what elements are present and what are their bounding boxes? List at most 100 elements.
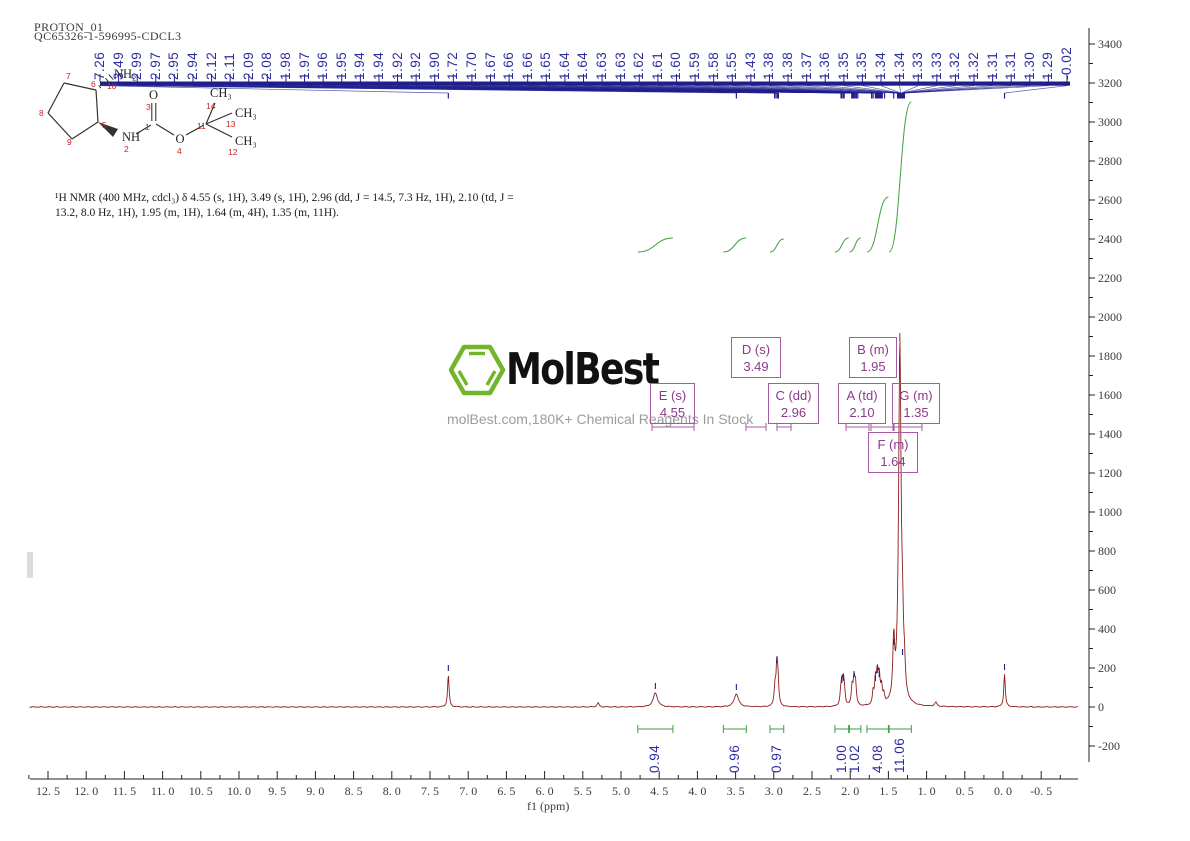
multiplet-label: E (s) [658,388,687,403]
x-axis-tick-label: 8. 0 [382,784,401,798]
multiplet-box-F: F (m) 1.64 [868,432,918,473]
x-axis-tick-label: -0. 5 [1030,784,1053,798]
multiplet-shift: 1.64 [880,454,906,469]
peak-pick-label: 1.64 [556,51,572,80]
x-axis-tick-label: 9. 0 [306,784,325,798]
logo-tagline: molBest.com,180K+ Chemical Reagents In S… [447,411,754,427]
y-axis-tick-label: 3000 [1098,114,1122,129]
x-axis-tick-label: 4. 0 [688,784,707,798]
x-axis-tick-label: 12. 0 [74,784,99,798]
peak-pick-label: 1.92 [389,51,405,80]
x-axis-tick-label: 3. 5 [726,784,745,798]
y-axis-tick-label: 2200 [1098,270,1122,285]
peak-pick-label: -0.02 [1058,46,1074,80]
peak-pick-label: 1.96 [315,51,331,80]
atom-label: O [175,132,184,146]
x-axis-tick-label: 0. 5 [955,784,974,798]
y-axis-tick-label: 600 [1098,582,1116,597]
peak-pick-label: 1.36 [817,51,833,80]
y-axis-tick-label: 1200 [1098,465,1122,480]
peak-pick-label: 1.60 [668,51,684,80]
peak-pick-label: 1.63 [594,51,610,80]
peak-pick-label: 1.31 [984,51,1000,80]
peak-pick-label: 1.35 [854,51,870,80]
atom-label: CH₃ [235,134,257,148]
peak-pick-label: 1.90 [426,51,442,80]
y-axis-tick-label: 1400 [1098,426,1122,441]
multiplet-label: A (td) [846,388,878,403]
multiplet-shift: 4.55 [659,405,686,420]
multiplet-box-E: E (s) 4.55 [650,383,695,424]
atom-number: 12 [228,147,238,157]
y-axis-tick-label: 3400 [1098,36,1122,51]
x-axis-tick-label: 10. 0 [227,784,251,798]
multiplet-label: D (s) [741,342,771,357]
x-axis-tick-label: 5. 5 [573,784,592,798]
sample-id: QC65326-1-596995-CDCL3 [34,29,182,43]
atom-number: 11 [197,121,206,131]
multiplet-label: G (m) [899,388,933,403]
assignment-text-line2: 13.2, 8.0 Hz, 1H), 1.95 (m, 1H), 1.64 (m… [55,207,339,219]
peak-pick-label: 1.37 [798,51,814,80]
peak-pick-label: 1.34 [873,51,889,80]
atom-label: NH [122,130,140,144]
multiplet-box-A: A (td) 2.10 [838,383,886,424]
x-axis-tick-label: 7. 5 [421,784,439,798]
y-axis-tick-label: 2400 [1098,231,1122,246]
atom-number: 2 [124,144,129,154]
x-axis-tick-label: 0. 0 [994,784,1012,798]
peak-pick-label: 1.66 [519,51,535,80]
peak-pick-label: 1.33 [928,51,944,80]
peak-pick-label: 1.32 [966,51,981,80]
multiplet-shift: 1.35 [903,405,929,420]
y-axis-tick-label: 1800 [1098,348,1122,363]
peak-pick-label: 1.34 [891,51,907,80]
multiplet-box-G: G (m) 1.35 [892,383,940,424]
peak-pick-label: 1.58 [705,51,721,80]
integral-value: 0.96 [726,744,742,773]
atom-number: 14 [206,101,216,111]
peak-pick-label: 1.95 [333,51,349,80]
peak-pick-label: 1.38 [780,51,796,80]
peak-pick-label: 1.70 [463,51,479,80]
y-axis-tick-label: 1600 [1098,387,1122,402]
x-axis-tick-label: 1. 0 [917,784,936,798]
atom-number: 4 [177,146,182,156]
y-axis-tick-label: 3200 [1098,75,1122,90]
atom-label: NH₂ [114,67,136,81]
y-axis-tick-label: 0 [1098,699,1104,714]
x-axis-tick-label: 11. 5 [112,784,137,798]
x-axis-tick-label: 3. 0 [764,784,783,798]
peak-pick-label: 1.72 [445,51,461,80]
logo-wordmark: MolBest [506,344,660,395]
peak-pick-label: 1.55 [724,51,740,80]
peak-pick-label: 1.65 [538,51,554,80]
peak-pick-label: 1.61 [649,51,665,80]
y-axis-tick-label: -200 [1098,738,1120,753]
peak-pick-label: 1.29 [1040,51,1056,80]
peak-pick-label: 1.35 [835,51,851,80]
y-axis-tick-label: 400 [1098,621,1116,636]
x-axis-title: f1 (ppm) [527,799,570,813]
multiplet-label: B (m) [857,342,889,357]
multiplet-box-C: C (dd) 2.96 [768,383,819,424]
peak-pick-label: 1.38 [761,51,777,80]
peak-pick-label: 1.31 [1003,51,1019,80]
x-axis-tick-label: 8. 5 [344,784,363,798]
y-axis-tick-label: 800 [1098,543,1116,558]
multiplet-box-D: D (s) 3.49 [731,337,781,378]
x-axis-tick-label: 1. 5 [879,784,898,798]
peak-pick-label: 1.97 [296,51,312,80]
y-axis-tick-label: 2800 [1098,153,1122,168]
peak-pick-label: 1.94 [352,51,368,80]
integral-value: 11.06 [892,737,908,773]
assignment-text-line1: ¹H NMR (400 MHz, cdcl₃) δ 4.55 (s, 1H), … [55,192,514,204]
peak-pick-label: 1.66 [501,51,517,80]
integral-value: 1.02 [847,744,863,773]
atom-number: 1 [145,122,150,132]
x-axis-tick-label: 9. 5 [268,784,287,798]
y-axis-tick-label: 2000 [1098,309,1122,324]
multiplet-label: F (m) [877,437,909,452]
